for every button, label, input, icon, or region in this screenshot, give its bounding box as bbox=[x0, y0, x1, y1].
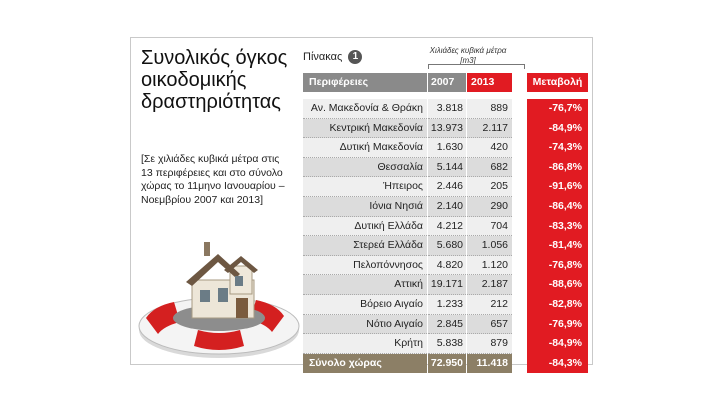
row-change: -76,7% bbox=[527, 99, 588, 119]
row-2013: 704 bbox=[467, 216, 512, 237]
table-row: Αν. Μακεδονία & Θράκη 3.818 889 -76,7% bbox=[303, 99, 588, 119]
row-2013: 1.056 bbox=[467, 236, 512, 256]
row-2007: 13.973 bbox=[428, 118, 466, 139]
table-caption-label: Πίνακας bbox=[303, 50, 343, 63]
row-region: Κρήτη bbox=[303, 334, 427, 354]
table-row: Πελοπόννησος 4.820 1.120 -76,8% bbox=[303, 255, 588, 276]
row-2007: 5.144 bbox=[428, 157, 466, 178]
subtitle: [Σε χιλιάδες κυβικά μέτρα στις 13 περιφέ… bbox=[141, 153, 285, 206]
row-change: -83,3% bbox=[527, 216, 588, 237]
table-row: Δυτική Μακεδονία 1.630 420 -74,3% bbox=[303, 138, 588, 158]
row-change: -86,4% bbox=[527, 196, 588, 217]
row-2013: 205 bbox=[467, 177, 512, 197]
row-region: Βόρειο Αιγαίο bbox=[303, 294, 427, 315]
row-region: Ήπειρος bbox=[303, 177, 427, 197]
total-2013: 11.418 bbox=[467, 353, 512, 374]
row-2007: 19.171 bbox=[428, 275, 466, 295]
row-2007: 3.818 bbox=[428, 99, 466, 119]
header-2013: 2013 bbox=[467, 73, 512, 92]
units-bracket bbox=[428, 64, 525, 69]
row-2007: 2.140 bbox=[428, 196, 466, 217]
row-2007: 5.680 bbox=[428, 236, 466, 256]
total-change: -84,3% bbox=[527, 353, 588, 374]
table-row: Βόρειο Αιγαίο 1.233 212 -82,8% bbox=[303, 294, 588, 315]
row-region: Νότιο Αιγαίο bbox=[303, 314, 427, 335]
house-lifebuoy-illustration bbox=[138, 242, 300, 358]
header-change: Μεταβολή bbox=[527, 73, 588, 92]
total-region: Σύνολο χώρας bbox=[303, 353, 427, 374]
table-row: Ήπειρος 2.446 205 -91,6% bbox=[303, 177, 588, 197]
header-region: Περιφέρειες bbox=[303, 73, 427, 92]
row-change: -91,6% bbox=[527, 177, 588, 197]
row-region: Αττική bbox=[303, 275, 427, 295]
row-region: Δυτική Μακεδονία bbox=[303, 138, 427, 158]
row-change: -84,9% bbox=[527, 118, 588, 139]
row-2007: 5.838 bbox=[428, 334, 466, 354]
row-change: -84,9% bbox=[527, 334, 588, 354]
row-change: -86,8% bbox=[527, 157, 588, 178]
row-region: Πελοπόννησος bbox=[303, 255, 427, 276]
table-number-badge: 1 bbox=[348, 50, 363, 64]
row-change: -76,8% bbox=[527, 255, 588, 276]
row-change: -88,6% bbox=[527, 275, 588, 295]
header-2007: 2007 bbox=[428, 73, 466, 92]
table-header-row: Περιφέρειες 2007 2013 Μεταβολή bbox=[303, 73, 588, 92]
table-caption: Πίνακας 1 bbox=[303, 50, 363, 64]
page-title: Συνολικός όγκος οικοδομικής δραστηριότητ… bbox=[141, 47, 288, 113]
row-2013: 2.117 bbox=[467, 118, 512, 139]
row-2013: 290 bbox=[467, 196, 512, 217]
total-2007: 72.950 bbox=[428, 353, 466, 374]
table-row: Αττική 19.171 2.187 -88,6% bbox=[303, 275, 588, 295]
row-region: Δυτική Ελλάδα bbox=[303, 216, 427, 237]
units-label: Χιλιάδες κυβικά μέτρα [m3] bbox=[429, 46, 507, 65]
row-2013: 682 bbox=[467, 157, 512, 178]
table-row: Ιόνια Νησιά 2.140 290 -86,4% bbox=[303, 196, 588, 217]
row-2013: 1.120 bbox=[467, 255, 512, 276]
row-change: -82,8% bbox=[527, 294, 588, 315]
regions-table: Περιφέρειες 2007 2013 Μεταβολή Αν. Μακεδ… bbox=[303, 73, 588, 374]
row-2007: 4.212 bbox=[428, 216, 466, 237]
row-2007: 2.845 bbox=[428, 314, 466, 335]
table-row: Νότιο Αιγαίο 2.845 657 -76,9% bbox=[303, 314, 588, 335]
table-row: Δυτική Ελλάδα 4.212 704 -83,3% bbox=[303, 216, 588, 237]
table-row: Κεντρική Μακεδονία 13.973 2.117 -84,9% bbox=[303, 118, 588, 139]
row-region: Θεσσαλία bbox=[303, 157, 427, 178]
row-2013: 889 bbox=[467, 99, 512, 119]
row-change: -74,3% bbox=[527, 138, 588, 158]
row-region: Αν. Μακεδονία & Θράκη bbox=[303, 99, 427, 119]
table-body: Αν. Μακεδονία & Θράκη 3.818 889 -76,7% Κεντρ… bbox=[303, 99, 588, 354]
row-change: -76,9% bbox=[527, 314, 588, 335]
row-change: -81,4% bbox=[527, 236, 588, 256]
row-2007: 4.820 bbox=[428, 255, 466, 276]
row-region: Ιόνια Νησιά bbox=[303, 196, 427, 217]
row-region: Στερεά Ελλάδα bbox=[303, 236, 427, 256]
table-total-row: Σύνολο χώρας 72.950 11.418 -84,3% bbox=[303, 353, 588, 374]
row-2013: 2.187 bbox=[467, 275, 512, 295]
row-region: Κεντρική Μακεδονία bbox=[303, 118, 427, 139]
table-row: Θεσσαλία 5.144 682 -86,8% bbox=[303, 157, 588, 178]
row-2007: 1.630 bbox=[428, 138, 466, 158]
row-2013: 420 bbox=[467, 138, 512, 158]
infographic-card: Συνολικός όγκος οικοδομικής δραστηριότητ… bbox=[130, 37, 593, 374]
table-row: Κρήτη 5.838 879 -84,9% bbox=[303, 334, 588, 354]
row-2007: 2.446 bbox=[428, 177, 466, 197]
row-2013: 212 bbox=[467, 294, 512, 315]
row-2007: 1.233 bbox=[428, 294, 466, 315]
table-row: Στερεά Ελλάδα 5.680 1.056 -81,4% bbox=[303, 236, 588, 256]
row-2013: 657 bbox=[467, 314, 512, 335]
row-2013: 879 bbox=[467, 334, 512, 354]
